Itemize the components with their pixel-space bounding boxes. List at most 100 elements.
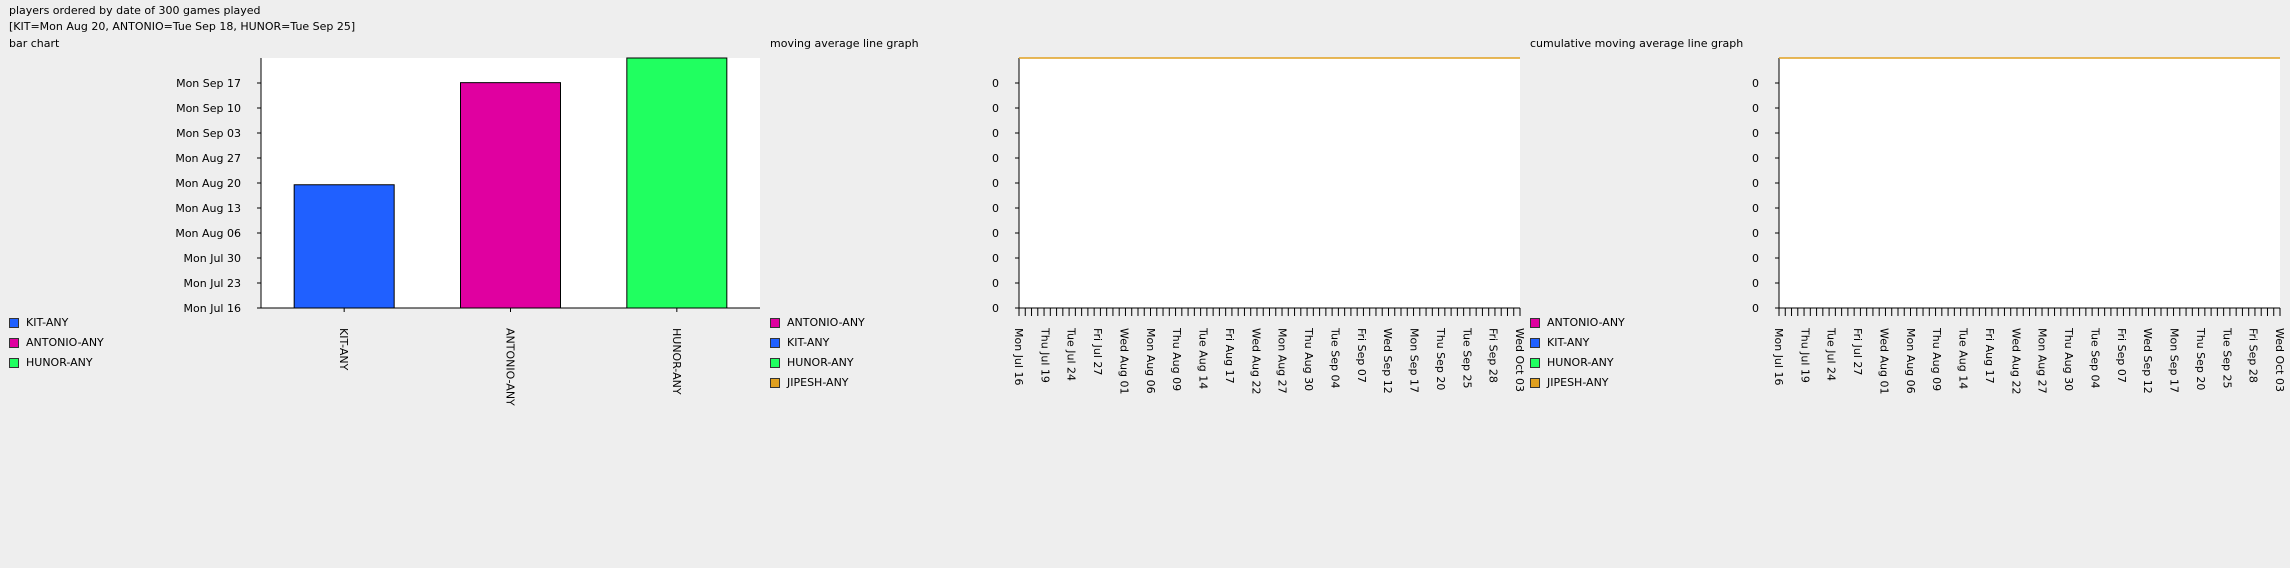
legend-swatch-kit-any	[9, 318, 19, 328]
bar-kit-any	[293, 184, 395, 309]
x-tick-label: Fri Sep 07	[1355, 328, 1368, 383]
legend-item-jipesh-any: JIPESH-ANY	[770, 376, 849, 390]
y-tick-label: 0	[992, 227, 999, 240]
y-tick-label: 0	[1752, 177, 1759, 190]
legend-swatch-hunor-any	[770, 358, 780, 368]
plot-area	[1779, 58, 2280, 308]
x-tick-label: Tue Sep 04	[1328, 327, 1341, 389]
y-tick-label: Mon Sep 10	[176, 102, 241, 115]
moving-average-chart: 0 0 0 0 0 0 0 0 0 0 Mon Jul 16 Thu Jul 19 Tue Jul 24…	[992, 57, 1526, 394]
y-tick-label: 0	[1752, 277, 1759, 290]
legend-item-hunor-any: HUNOR-ANY	[1530, 356, 1614, 370]
y-tick-label: 0	[992, 177, 999, 190]
x-tick-label: Thu Jul 19	[1798, 327, 1811, 383]
x-tick-label: Fri Jul 27	[1851, 328, 1864, 375]
x-tick-label: Fri Sep 07	[2115, 328, 2128, 383]
y-tick-label: Mon Jul 16	[184, 302, 241, 315]
legend-label-antonio-any: ANTONIO-ANY	[787, 316, 865, 329]
legend-label-jipesh-any: JIPESH-ANY	[1547, 376, 1609, 389]
x-tick-label: Mon Aug 27	[1276, 328, 1289, 394]
legend-item-kit-any: KIT-ANY	[9, 316, 68, 330]
y-tick-label: Mon Aug 20	[175, 177, 241, 190]
x-tick-label: Mon Jul 16	[1772, 328, 1785, 385]
y-tick-label: 0	[1752, 302, 1759, 315]
x-tick-label: Thu Aug 30	[1302, 327, 1315, 391]
y-tick-label: Mon Aug 06	[175, 227, 241, 240]
y-tick-label: Mon Aug 13	[175, 202, 241, 215]
x-tick-label: HUNOR-ANY	[670, 328, 683, 395]
y-tick-label: 0	[992, 102, 999, 115]
legend-label-kit-any: KIT-ANY	[26, 316, 69, 329]
x-tick-label: KIT-ANY	[337, 328, 350, 371]
moving-average-title: moving average line graph	[770, 37, 919, 50]
y-tick-label: Mon Sep 03	[176, 127, 241, 140]
y-tick-label: 0	[992, 202, 999, 215]
y-tick-label: Mon Jul 23	[184, 277, 241, 290]
x-tick-label: Mon Sep 17	[2168, 328, 2181, 393]
x-tick-label: Tue Jul 24	[1825, 327, 1838, 381]
x-tick-label: Mon Aug 27	[2036, 328, 2049, 394]
x-tick-label: Thu Jul 19	[1038, 327, 1051, 383]
bar-hunor-any	[626, 57, 728, 309]
legend-item-antonio-any: ANTONIO-ANY	[770, 316, 865, 330]
legend-swatch-antonio-any	[770, 318, 780, 328]
legend-swatch-antonio-any	[1530, 318, 1540, 328]
legend-swatch-kit-any	[770, 338, 780, 348]
x-tick-label: ANTONIO-ANY	[504, 328, 517, 406]
x-tick-label: Tue Sep 25	[2220, 327, 2233, 389]
x-tick-label: Fri Sep 28	[1487, 328, 1500, 383]
x-tick-label: Thu Aug 09	[1170, 327, 1183, 391]
legend-swatch-antonio-any	[9, 338, 19, 348]
legend-item-kit-any: KIT-ANY	[770, 336, 829, 350]
y-tick-label: 0	[992, 77, 999, 90]
legend-label-jipesh-any: JIPESH-ANY	[787, 376, 849, 389]
x-tick-label: Thu Sep 20	[1434, 327, 1447, 390]
legend-item-antonio-any: ANTONIO-ANY	[9, 336, 104, 350]
x-tick-label: Wed Sep 12	[2141, 328, 2154, 394]
legend-item-kit-any: KIT-ANY	[1530, 336, 1589, 350]
legend-label-antonio-any: ANTONIO-ANY	[1547, 316, 1625, 329]
y-tick-label: 0	[1752, 227, 1759, 240]
legend-item-antonio-any: ANTONIO-ANY	[1530, 316, 1625, 330]
legend-label-hunor-any: HUNOR-ANY	[1547, 356, 1614, 369]
y-tick-label: 0	[992, 277, 999, 290]
cumulative-moving-average-title: cumulative moving average line graph	[1530, 37, 1744, 50]
y-tick-label: 0	[1752, 152, 1759, 165]
x-tick-label: Mon Aug 06	[1144, 328, 1157, 394]
legend-item-hunor-any: HUNOR-ANY	[770, 356, 854, 370]
x-tick-label: Tue Aug 14	[1197, 327, 1210, 389]
plot-area	[1019, 58, 1520, 308]
legend-item-jipesh-any: JIPESH-ANY	[1530, 376, 1609, 390]
x-tick-label: Tue Aug 14	[1957, 327, 1970, 389]
x-tick-label: Tue Sep 25	[1460, 327, 1473, 389]
x-tick-label: Thu Sep 20	[2194, 327, 2207, 390]
y-tick-label: 0	[1752, 102, 1759, 115]
x-tick-label: Wed Aug 01	[1117, 328, 1130, 394]
legend-label-kit-any: KIT-ANY	[1547, 336, 1590, 349]
legend-label-hunor-any: HUNOR-ANY	[787, 356, 854, 369]
y-tick-label: Mon Sep 17	[176, 77, 241, 90]
legend-swatch-hunor-any	[1530, 358, 1540, 368]
x-tick-label: Fri Jul 27	[1091, 328, 1104, 375]
legend-swatch-hunor-any	[9, 358, 19, 368]
x-tick-label: Fri Aug 17	[1223, 328, 1236, 384]
x-tick-label: Wed Oct 03	[2273, 328, 2286, 392]
y-tick-label: 0	[992, 127, 999, 140]
y-tick-label: 0	[1752, 202, 1759, 215]
page-title: players ordered by date of 300 games pla…	[9, 4, 261, 17]
x-tick-label: Thu Aug 09	[1930, 327, 1943, 391]
page-subtitle: [KIT=Mon Aug 20, ANTONIO=Tue Sep 18, HUN…	[9, 20, 356, 33]
legend-label-antonio-any: ANTONIO-ANY	[26, 336, 104, 349]
x-tick-label: Tue Sep 04	[2088, 327, 2101, 389]
bar-antonio-any	[460, 82, 561, 309]
x-tick-label: Wed Sep 12	[1381, 328, 1394, 394]
y-tick-label: 0	[992, 152, 999, 165]
x-tick-label: Wed Aug 01	[1877, 328, 1890, 394]
x-tick-label: Mon Sep 17	[1408, 328, 1421, 393]
x-tick-label: Mon Jul 16	[1012, 328, 1025, 385]
legend-item-hunor-any: HUNOR-ANY	[9, 356, 93, 370]
y-tick-label: 0	[992, 252, 999, 265]
x-tick-label: Wed Oct 03	[1513, 328, 1526, 392]
bar-chart-title: bar chart	[9, 37, 60, 50]
y-tick-label: Mon Aug 27	[175, 152, 241, 165]
